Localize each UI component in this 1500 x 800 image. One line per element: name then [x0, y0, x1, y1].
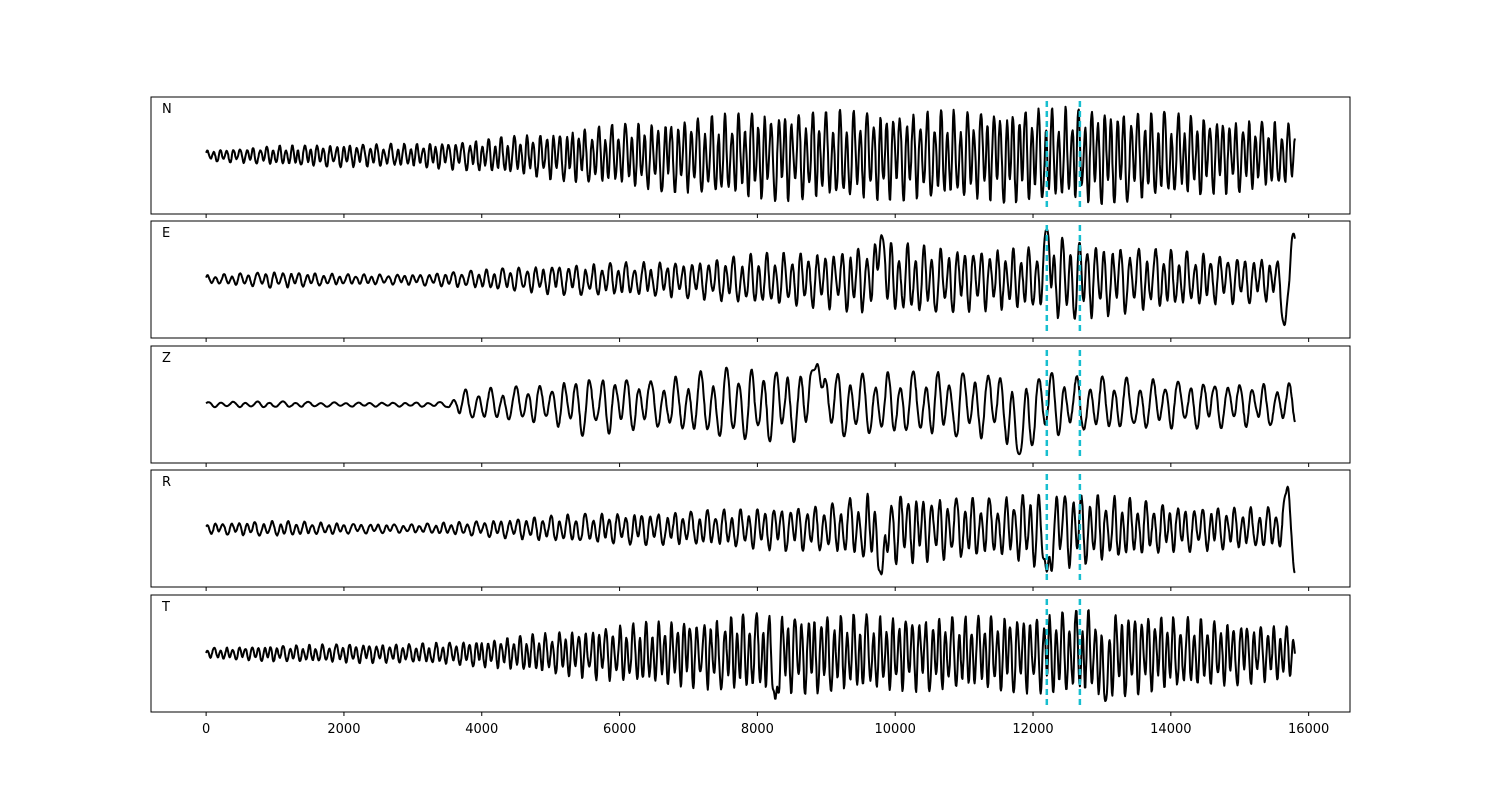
- x-tick-label: 8000: [741, 722, 774, 737]
- panel-z: Z: [150, 345, 1351, 467]
- x-axis: 0 2000 4000 6000 8000 10000 12000 14000 16000: [202, 722, 1329, 737]
- component-label: R: [162, 475, 171, 490]
- panel-frame: [150, 594, 1351, 713]
- x-tick-label: 12000: [1012, 722, 1053, 737]
- x-tick-label: 14000: [1150, 722, 1191, 737]
- trace-panels: N E Z R T: [150, 96, 1351, 716]
- panel-frame: [150, 345, 1351, 464]
- panel-n: N: [150, 96, 1351, 218]
- trace-z: [205, 363, 1296, 456]
- component-label: T: [161, 600, 170, 615]
- x-tick-label: 2000: [327, 722, 360, 737]
- x-tick-label: 0: [202, 722, 210, 737]
- x-tick-label: 16000: [1288, 722, 1329, 737]
- x-tick-label: 4000: [465, 722, 498, 737]
- component-label: Z: [162, 351, 171, 366]
- trace-n: [205, 105, 1296, 205]
- component-label: N: [162, 102, 172, 117]
- panel-frame: [150, 96, 1351, 215]
- trace-r: [205, 485, 1296, 576]
- x-tick-label: 10000: [875, 722, 916, 737]
- trace-e: [205, 228, 1296, 327]
- trace-t: [205, 609, 1296, 702]
- panel-frame: [150, 469, 1351, 588]
- panel-frame: [150, 220, 1351, 339]
- component-label: E: [162, 226, 170, 241]
- panel-r: R: [150, 469, 1351, 591]
- panel-t: T: [150, 594, 1351, 716]
- x-tick-label: 6000: [603, 722, 636, 737]
- panel-e: E: [150, 220, 1351, 342]
